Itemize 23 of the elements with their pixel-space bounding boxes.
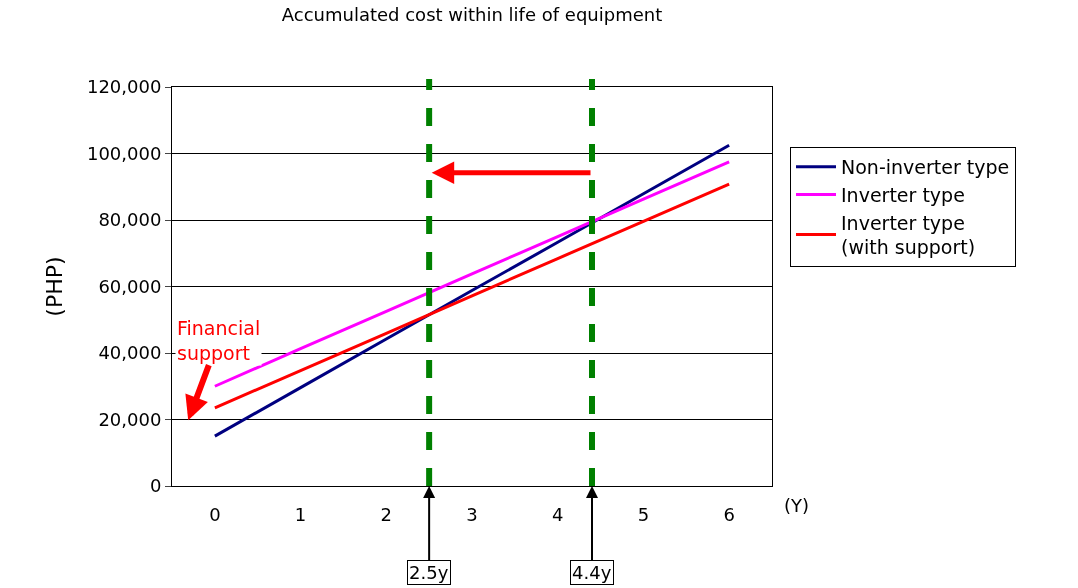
- y-tick-label: 20,000: [98, 408, 162, 430]
- chart-title: Accumulated cost within life of equipment: [281, 4, 663, 26]
- x-tick-label: 4: [551, 503, 564, 525]
- y-tick-label: 40,000: [98, 342, 162, 364]
- ref-line-label: 2.5y: [409, 562, 449, 583]
- x-axis-title: (Y): [784, 495, 810, 516]
- y-tick-label: 120,000: [86, 76, 162, 98]
- legend-label: Inverter type: [841, 183, 965, 206]
- y-tick-label: 60,000: [98, 275, 162, 297]
- x-tick-label: 0: [209, 503, 221, 525]
- y-tick-label: 0: [149, 475, 162, 497]
- ref-line-label: 4.4y: [572, 562, 612, 583]
- y-tick-label: 100,000: [86, 142, 162, 164]
- annotation: Financial support: [177, 317, 261, 364]
- x-tick-label: 3: [466, 503, 478, 525]
- y-axis-title: (PHP): [41, 256, 67, 317]
- y-tick-label: 80,000: [98, 209, 162, 231]
- x-tick-label: 2: [380, 503, 393, 525]
- x-tick-label: 6: [723, 503, 735, 525]
- legend-label: Non-inverter type: [841, 156, 1010, 179]
- x-tick-label: 5: [637, 503, 650, 525]
- legend-label: Inverter type (with support): [841, 211, 976, 259]
- x-tick-label: 1: [294, 503, 307, 525]
